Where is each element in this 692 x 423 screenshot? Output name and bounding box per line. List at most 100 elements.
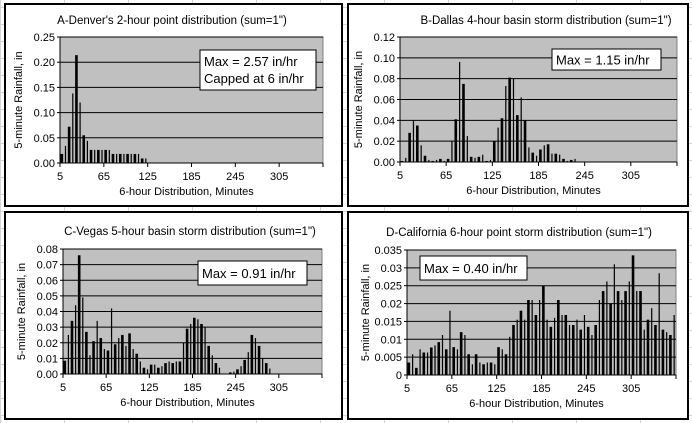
bar	[139, 361, 141, 374]
y-tick-label: 0.00	[374, 157, 395, 169]
bar	[89, 149, 93, 163]
bar	[551, 153, 553, 162]
bar	[104, 149, 107, 163]
bar	[200, 324, 203, 374]
x-tick-label: 185	[529, 170, 547, 182]
bar	[92, 341, 95, 374]
bar	[79, 102, 81, 163]
bar	[125, 345, 127, 374]
bar	[101, 149, 103, 163]
bar	[423, 155, 427, 162]
bar	[85, 331, 88, 374]
bar	[485, 160, 488, 162]
bar	[464, 335, 466, 375]
bar	[96, 320, 98, 374]
bar	[426, 352, 429, 375]
bar	[408, 132, 411, 162]
max-annotation-text: Max = 0.40 in/hr	[424, 261, 518, 276]
y-axis-label: 5-minute Rainfall, in	[360, 264, 372, 361]
bar	[562, 158, 565, 162]
bar	[82, 297, 84, 374]
bar	[467, 354, 470, 375]
bar	[89, 355, 91, 374]
x-tick-label: 305	[270, 382, 288, 394]
bar	[75, 55, 78, 164]
bar	[508, 77, 511, 162]
chart-title: A-Denver's 2-hour point distribution (su…	[57, 15, 287, 27]
bar	[126, 153, 129, 163]
bar	[269, 368, 271, 374]
bar	[651, 308, 653, 375]
bar	[204, 327, 206, 374]
bar	[564, 315, 568, 375]
bar	[561, 315, 563, 375]
bar	[658, 273, 660, 375]
bar	[82, 135, 86, 163]
bar	[669, 335, 672, 375]
bar	[452, 347, 456, 375]
bar	[489, 362, 493, 375]
y-tick-label: 0.20	[34, 57, 55, 69]
bar	[613, 264, 615, 375]
bar	[434, 345, 436, 375]
bar	[211, 355, 213, 374]
bar	[407, 362, 411, 375]
x-axis-label: 6-hour Distribution, Minutes	[466, 185, 601, 197]
bar	[654, 325, 657, 375]
bar	[527, 300, 530, 375]
y-tick-label: 0.02	[374, 136, 395, 148]
x-tick-label: 5	[60, 382, 66, 394]
bar	[132, 349, 134, 374]
bar	[171, 363, 175, 374]
y-tick-label: 0.005	[374, 352, 402, 364]
bar	[437, 342, 441, 375]
bar	[523, 120, 527, 162]
bar	[178, 361, 182, 374]
bar	[422, 352, 426, 375]
bar	[250, 334, 254, 374]
bar	[135, 353, 139, 374]
bar	[446, 158, 450, 162]
bar	[118, 153, 122, 163]
bar	[168, 361, 170, 374]
x-tick-label: 5	[57, 171, 63, 183]
bar	[439, 158, 442, 162]
bar	[568, 325, 571, 375]
bar	[137, 153, 140, 163]
bar	[524, 319, 526, 375]
y-tick-label: 0.03	[37, 322, 58, 334]
bar	[477, 156, 481, 162]
x-axis-label: 6-hour Distribution, Minutes	[120, 397, 255, 409]
bar	[535, 155, 538, 162]
bar	[86, 140, 88, 163]
y-tick-label: 0.12	[374, 32, 395, 44]
bar	[531, 300, 533, 375]
y-tick-label: 0.05	[37, 291, 58, 303]
bar	[190, 324, 192, 374]
bar	[254, 338, 257, 374]
bar	[462, 83, 465, 162]
bar	[405, 157, 407, 162]
bar	[441, 335, 444, 375]
bar	[509, 336, 511, 375]
bar	[624, 291, 627, 375]
bar	[133, 153, 137, 163]
bar	[412, 354, 414, 375]
bar	[233, 371, 235, 374]
x-tick-label: 65	[100, 382, 112, 394]
y-axis-label: 5-minute Rainfall, in	[353, 51, 365, 148]
y-tick-label: 0.00	[37, 369, 58, 381]
bar	[128, 333, 131, 374]
chart-d: D-California 6-hour point storm distribu…	[360, 227, 677, 410]
bar	[185, 328, 189, 374]
y-tick-label: 0.05	[34, 133, 55, 145]
x-tick-label: 125	[487, 383, 505, 395]
bar	[412, 120, 415, 162]
bar	[77, 255, 81, 374]
bar	[616, 291, 620, 375]
bar	[636, 291, 638, 375]
bar	[486, 362, 488, 375]
y-tick-label: 0.08	[374, 74, 395, 86]
bar	[512, 325, 515, 375]
bar	[243, 359, 246, 374]
